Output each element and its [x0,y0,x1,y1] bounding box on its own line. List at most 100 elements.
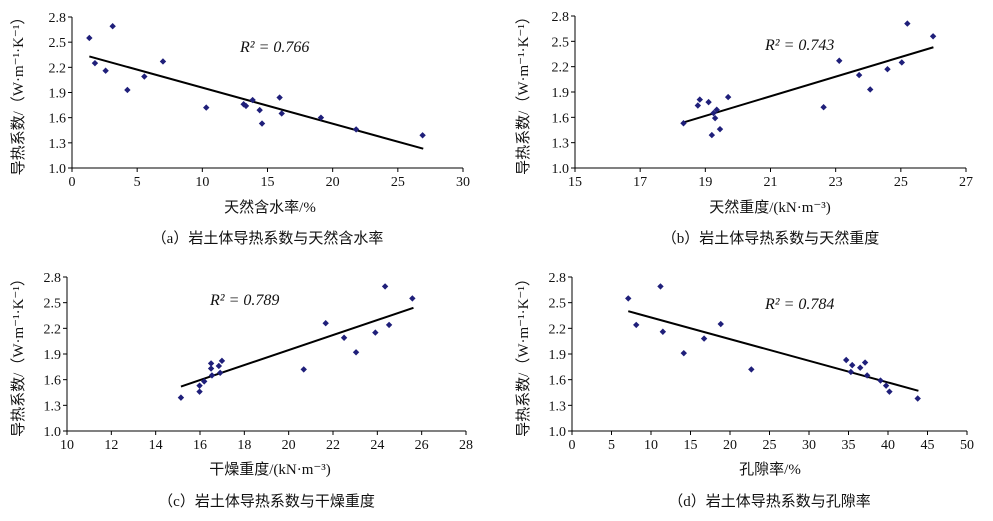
data-point [863,372,871,379]
data-point [680,349,687,357]
y-axis-label: 导热系数/（W·m⁻¹·K⁻¹） [10,271,27,437]
y-tick-label: 2.5 [49,36,67,51]
r-squared-annotation: R² = 0.784 [764,296,834,313]
data-point [820,104,827,111]
x-tick-label: 15 [568,175,582,190]
data-point [352,126,360,133]
x-tick-label: 25 [763,438,777,453]
chart-a: 0 5 10 15 20 25 30 1.0 1.3 1.6 1.9 2.2 2.5 2.8 R² = 0.… [10,10,470,247]
x-tick-label: 0 [569,438,576,453]
data-point [696,96,703,103]
y-tick-label: 1.9 [44,348,62,363]
y-tick-label: 1.3 [552,137,570,152]
data-point [724,93,732,101]
data-point [215,362,223,370]
trendline [683,46,934,124]
y-tick-label: 1.3 [44,399,62,414]
data-point [861,359,869,366]
y-tick-label: 2.8 [44,271,62,286]
data-point [218,357,226,365]
data-point [713,106,720,113]
data-point [216,369,224,377]
x-tick-label: 23 [829,175,843,190]
y-axis-label: 导热系数/（W·m⁻¹·K⁻¹） [515,271,532,437]
data-point [882,382,890,389]
x-axis-label: 天然含水率/% [224,199,316,216]
y-tick-label: 1.6 [44,374,62,389]
r-squared-annotation: R² = 0.789 [209,292,279,309]
data-point [856,364,864,371]
data-point [385,321,393,329]
x-tick-label: 26 [415,438,429,453]
x-tick-label: 30 [456,175,470,190]
y-tick-label: 1.3 [549,399,567,414]
y-tick-label: 2.2 [552,61,570,76]
data-point [258,120,266,127]
x-tick-label: 0 [69,175,76,190]
data-point [276,94,283,101]
data-point [867,86,874,93]
x-axis-label: 天然重度/(kN·m⁻³) [709,199,831,216]
x-tick-label: 40 [881,438,895,453]
r-squared-annotation: R² = 0.743 [764,37,834,54]
data-point [855,71,863,79]
data-point [700,335,708,342]
x-tick-label: 25 [391,175,405,190]
caption: （a）岩土体导热系数与天然含水率 [152,230,384,247]
x-tick-label: 20 [326,175,340,190]
data-point [884,66,891,73]
x-tick-label: 50 [960,438,974,453]
x-tick-label: 5 [134,175,141,190]
trendline [180,306,414,388]
data-point [929,33,937,40]
data-point [419,132,426,139]
y-tick-label: 1.3 [49,137,67,152]
data-point [748,366,755,373]
y-tick-label: 1.0 [44,425,62,440]
data-point [904,20,911,27]
data-point [372,329,379,336]
data-point [710,109,717,117]
y-tick-label: 1.6 [49,112,67,127]
data-point [381,283,389,290]
data-point [141,73,148,80]
data-point [159,58,167,65]
data-point [711,114,719,122]
x-tick-label: 10 [60,438,74,453]
x-tick-label: 18 [237,438,251,453]
data-point [196,382,203,389]
data-point [625,295,632,302]
x-tick-label: 17 [633,175,647,190]
data-point [242,102,250,110]
data-point [659,328,667,335]
y-tick-label: 1.0 [49,162,67,177]
x-tick-label: 15 [684,438,698,453]
x-tick-label: 27 [959,175,973,190]
y-tick-label: 1.0 [552,162,570,177]
data-point [207,360,215,367]
data-point [694,102,702,109]
data-point [208,372,216,379]
x-tick-label: 16 [193,438,207,453]
data-point [86,34,93,42]
y-tick-label: 1.9 [549,348,567,363]
y-tick-label: 2.5 [552,35,570,50]
data-point [708,131,716,139]
x-tick-label: 22 [326,438,340,453]
x-tick-label: 35 [842,438,856,453]
data-point [256,106,263,114]
y-tick-label: 1.9 [552,86,570,101]
y-tick-label: 2.2 [49,61,67,76]
x-axis-label: 孔隙率/% [739,461,801,478]
data-point [124,86,131,94]
data-point [847,368,855,376]
data-point [249,96,256,104]
data-point [278,110,285,117]
data-point [705,98,712,106]
data-point [196,388,203,395]
data-point [340,334,348,341]
data-point [680,120,687,127]
chart-d: 0 5 10 15 20 25 30 35 40 45 50 1.0 1.3 1.6 1.9 2.2 2.5 2.… [515,271,974,510]
x-tick-label: 14 [149,438,163,453]
x-tick-label: 20 [282,438,296,453]
